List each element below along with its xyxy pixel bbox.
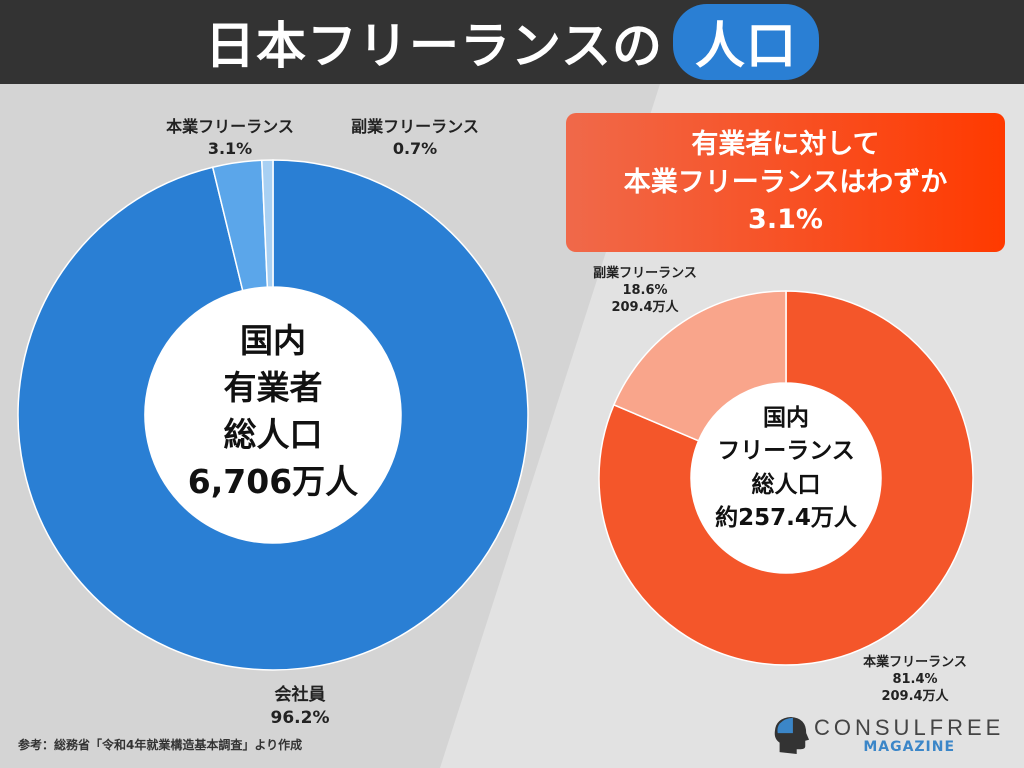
label-left-kaishain: 会社員 96.2% xyxy=(270,685,330,728)
source-note: 参考：総務省「令和4年就業構造基本調査」より作成 xyxy=(18,738,303,752)
title-highlight: 人口 xyxy=(673,4,819,80)
logo: CONSULFREE MAGAZINE xyxy=(772,714,1012,756)
title: 日本フリーランスの xyxy=(205,17,663,75)
left-center-label: 国内 有業者 総人口 6,706万人 xyxy=(187,321,359,501)
title-bar: 日本フリーランスの 人口 xyxy=(0,0,1024,84)
donut-hole-1 xyxy=(691,383,881,573)
label-left-honngyo: 本業フリーランス 3.1% xyxy=(166,117,294,158)
label-left-fukugyo: 副業フリーランス 0.7% xyxy=(351,117,479,158)
right-center-label: 国内 フリーランス 総人口 約257.4万人 xyxy=(715,405,857,532)
label-right-honngyo: 本業フリーランス 81.4% 209.4万人 xyxy=(863,655,967,704)
head-puzzle-icon xyxy=(774,716,810,754)
label-right-fukugyo: 副業フリーランス 18.6% 209.4万人 xyxy=(593,266,697,315)
donut-hole-0 xyxy=(145,287,401,543)
callout-box: 有業者に対して 本業フリーランスはわずか 3.1% xyxy=(566,113,1005,252)
